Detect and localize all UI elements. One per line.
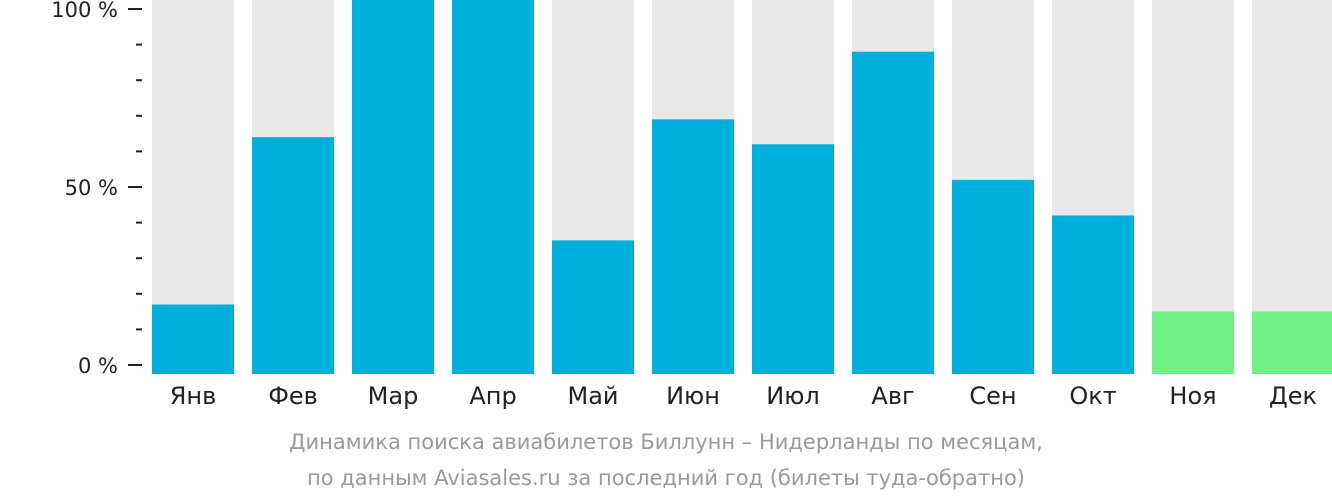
x-axis: Янв Фев Мар Апр Май Июн Июл Авг Сен Окт Ноя Дек bbox=[170, 382, 1317, 410]
caption-line-1: Динамика поиска авиабилетов Биллунн – Ни… bbox=[289, 430, 1043, 454]
x-tick-label-4: Апр bbox=[469, 382, 516, 410]
bar-3 bbox=[352, 0, 434, 374]
x-tick-label-6: Июн bbox=[666, 382, 720, 410]
y-tick-label-50: 50 % bbox=[65, 176, 118, 200]
x-tick-label-3: Мар bbox=[368, 382, 419, 410]
y-axis: 0 % 50 % 100 % bbox=[51, 0, 142, 378]
bar-10 bbox=[1052, 215, 1134, 374]
bar-6 bbox=[652, 119, 734, 374]
x-tick-label-10: Окт bbox=[1069, 382, 1116, 410]
bar-1 bbox=[152, 304, 234, 374]
caption-line-2: по данным Aviasales.ru за последний год … bbox=[307, 466, 1025, 490]
bar-2 bbox=[252, 137, 334, 374]
x-tick-label-9: Сен bbox=[969, 382, 1016, 410]
data-bars bbox=[152, 0, 1332, 374]
x-tick-label-7: Июл bbox=[766, 382, 820, 410]
x-tick-label-8: Авг bbox=[871, 382, 914, 410]
x-tick-label-11: Ноя bbox=[1169, 382, 1216, 410]
y-tick-label-100: 100 % bbox=[51, 0, 118, 22]
bar-7 bbox=[752, 144, 834, 374]
bar-8 bbox=[852, 51, 934, 374]
x-tick-label-1: Янв bbox=[170, 382, 217, 410]
x-tick-label-5: Май bbox=[567, 382, 618, 410]
x-tick-label-2: Фев bbox=[268, 382, 318, 410]
bar-12 bbox=[1252, 311, 1332, 374]
y-tick-label-0: 0 % bbox=[78, 354, 118, 378]
bar-4 bbox=[452, 0, 534, 374]
x-tick-label-12: Дек bbox=[1269, 382, 1317, 410]
bar-9 bbox=[952, 179, 1034, 374]
bar-5 bbox=[552, 240, 634, 374]
bar-11 bbox=[1152, 311, 1234, 374]
